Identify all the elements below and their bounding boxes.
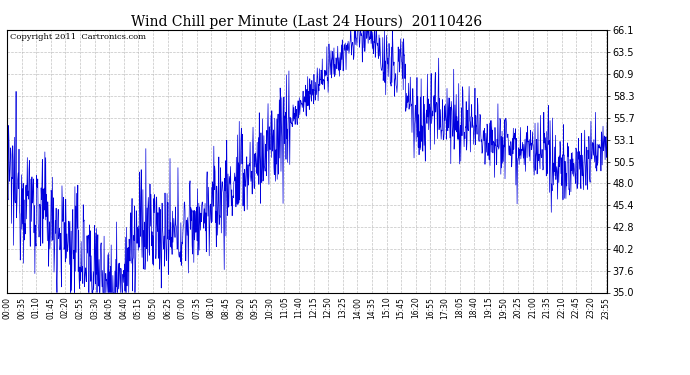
Title: Wind Chill per Minute (Last 24 Hours)  20110426: Wind Chill per Minute (Last 24 Hours) 20… <box>132 15 482 29</box>
Text: Copyright 2011  Cartronics.com: Copyright 2011 Cartronics.com <box>10 33 146 40</box>
